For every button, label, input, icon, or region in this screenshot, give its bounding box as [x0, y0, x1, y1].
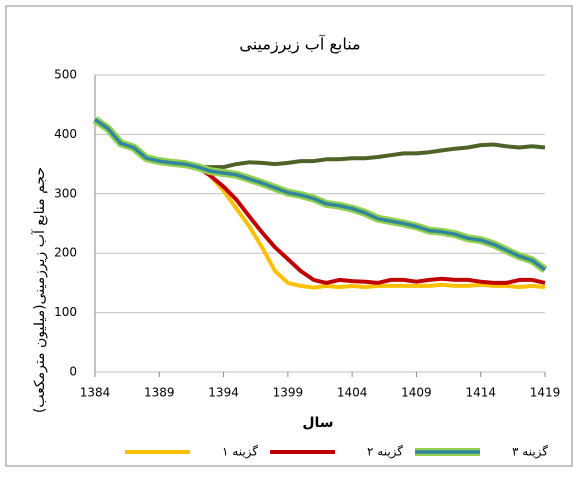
x-tick-label: 1394	[208, 386, 239, 400]
series-line-inner	[94, 118, 547, 272]
x-tick-label: 1399	[273, 386, 304, 400]
x-tick-label: 1409	[401, 386, 432, 400]
x-axis-title: سال	[302, 415, 333, 431]
chart-title: منابع آب زیرزمینی	[239, 35, 360, 55]
legend-label: گزینه ۳	[512, 445, 548, 460]
y-tick-label: 500	[54, 68, 77, 82]
legend-label: گزینه ۲	[367, 445, 403, 460]
y-axis-title: حجم منابع آب زیرزمینی(میلیون مترمکعب)	[31, 167, 48, 413]
x-tick-label: 1384	[80, 386, 111, 400]
x-tick-label: 1404	[337, 386, 368, 400]
y-tick-label: 100	[54, 305, 77, 319]
x-tick-label: 1389	[144, 386, 175, 400]
y-tick-label: 200	[54, 246, 77, 260]
y-tick-label: 0	[69, 365, 77, 379]
legend-label: گزینه ۱	[222, 445, 258, 460]
x-tick-label: 1419	[530, 386, 561, 400]
y-tick-label: 300	[54, 186, 77, 200]
x-tick-label: 1414	[465, 386, 496, 400]
y-tick-label: 400	[54, 127, 77, 141]
